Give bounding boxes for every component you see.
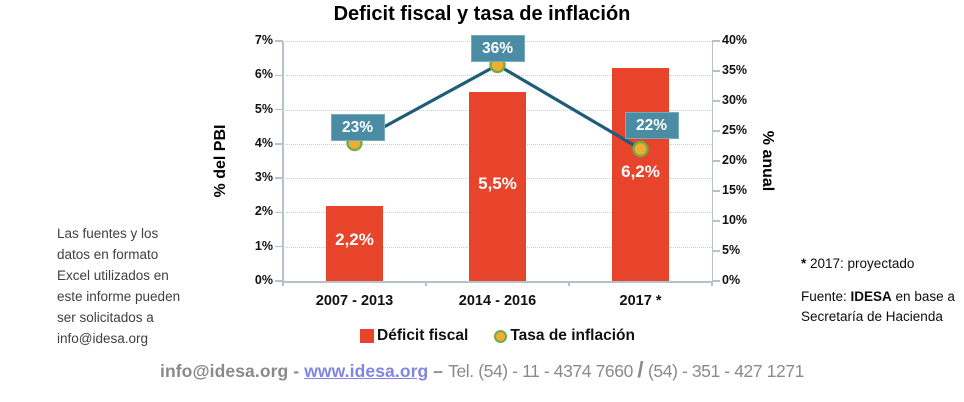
note-line: este informe pueden — [57, 289, 181, 305]
bar-value-label: 6,2% — [621, 161, 660, 181]
left-axis-tick-label: 3% — [254, 170, 273, 185]
right-axis-tick — [712, 40, 720, 42]
x-axis-line — [282, 281, 713, 283]
left-axis-tick — [275, 74, 283, 77]
footer-slash: / — [637, 357, 644, 382]
projection-note-text: 2017: proyectado — [806, 256, 915, 271]
source-suffix: en base a Secretaría de Hacienda — [801, 289, 955, 325]
right-axis-tick-label: 0% — [722, 273, 741, 287]
inflation-marker-icon — [632, 140, 649, 158]
left-axis-tick-label: 2% — [254, 204, 273, 219]
left-axis-tick — [275, 211, 283, 214]
x-axis-tick — [282, 281, 284, 286]
right-axis-tick-label: 5% — [722, 243, 741, 257]
legend-item-inflacion: Tasa de inflación — [494, 327, 635, 345]
deficit-bar — [469, 92, 526, 281]
right-axis-tick — [712, 100, 720, 102]
left-axis-tick-label: 1% — [254, 238, 273, 253]
left-axis-tick-label: 6% — [254, 67, 273, 82]
inflation-value-label: 23% — [330, 114, 385, 141]
right-axis-tick-label: 35% — [722, 63, 748, 77]
right-axis-title: % anual — [759, 130, 776, 192]
bar-value-label: 2,2% — [335, 230, 374, 250]
x-axis-category-label: 2014 - 2016 — [458, 293, 537, 309]
note-line: ser solicitados a — [57, 310, 154, 326]
right-axis-tick — [712, 250, 720, 252]
legend-label-deficit: Déficit fiscal — [377, 327, 469, 344]
right-axis-tick — [712, 160, 720, 162]
right-axis-tick-label: 40% — [722, 33, 748, 47]
inflation-legend-swatch-icon — [494, 329, 508, 343]
left-axis-title: % del PBI — [212, 124, 229, 198]
left-axis-tick — [275, 108, 283, 111]
inflation-line — [346, 56, 649, 158]
x-axis-tick — [425, 281, 427, 286]
x-axis-tick — [711, 281, 713, 286]
gridline — [283, 75, 712, 77]
right-axis-tick-label: 10% — [722, 213, 748, 227]
footer-email: info@idesa.org — [159, 361, 289, 381]
left-axis-tick-label: 7% — [254, 33, 273, 47]
right-axis-tick — [712, 190, 720, 192]
bar-value-label: 5,5% — [478, 173, 517, 193]
source-note: Fuente: IDESA en base a Secretaría de Ha… — [801, 287, 963, 328]
x-axis-category-label: 2017 * — [619, 293, 662, 309]
left-axis-tick-label: 0% — [254, 273, 273, 287]
right-axis-tick-label: 25% — [722, 123, 748, 137]
footer-dash: – — [428, 361, 449, 381]
contact-footer: info@idesa.org - www.idesa.org – Tel. (5… — [0, 357, 964, 383]
note-line: info@idesa.org — [57, 331, 149, 347]
note-line: datos en formato — [57, 247, 159, 263]
source-name: IDESA — [850, 289, 892, 304]
right-axis-tick-label: 20% — [722, 153, 748, 167]
asterisk-icon: * — [801, 256, 807, 271]
deficit-bar — [612, 68, 669, 281]
legend-item-deficit: Déficit fiscal — [360, 327, 468, 345]
website-link[interactable]: www.idesa.org — [304, 361, 429, 381]
left-axis-line — [282, 41, 284, 282]
left-axis-tick — [275, 143, 283, 145]
left-axis-tick-label: 4% — [254, 135, 273, 150]
inflation-value-label: 36% — [470, 35, 525, 62]
right-axis-tick — [712, 70, 720, 72]
footer-separator: - — [288, 361, 305, 381]
right-axis-tick — [712, 220, 720, 222]
source-prefix: Fuente: — [801, 289, 851, 304]
footer-tel: Tel. (54) - 11 - 4374 7660 — [448, 361, 638, 381]
note-line: Las fuentes y los — [57, 226, 159, 241]
left-axis-tick — [275, 177, 283, 179]
x-axis-tick — [568, 281, 570, 286]
right-axis-tick — [712, 280, 720, 282]
left-axis-tick — [275, 280, 283, 282]
projection-note: * 2017: proyectado — [801, 256, 963, 271]
legend-label-inflacion: Tasa de inflación — [510, 327, 635, 344]
deficit-bar — [326, 205, 383, 281]
x-axis-category-label: 2007 - 2013 — [315, 293, 394, 309]
note-line: Excel utilizados en — [57, 268, 169, 284]
right-axis-tick — [712, 130, 720, 132]
right-axis-tick-label: 15% — [722, 183, 748, 197]
inflation-value-label: 22% — [624, 112, 679, 139]
chart-legend: Déficit fiscal Tasa de inflación — [283, 327, 712, 345]
plot-area: 0% 1% 2% 3% 4% 5% 6% 7% 0% 5% 10% 15% 20% 25% 30% 35% 40… — [255, 33, 747, 309]
left-axis-tick — [275, 40, 283, 42]
chart-title: Deficit fiscal y tasa de inflación — [333, 3, 631, 25]
data-request-note: Las fuentes y los datos en formato Excel… — [57, 223, 215, 349]
left-axis-tick-label: 5% — [254, 101, 273, 116]
footer-phone2: (54) - 351 - 427 1271 — [643, 361, 804, 381]
left-axis-tick — [275, 245, 283, 248]
right-axis-tick-label: 30% — [722, 93, 748, 107]
deficit-legend-swatch-icon — [360, 329, 375, 343]
